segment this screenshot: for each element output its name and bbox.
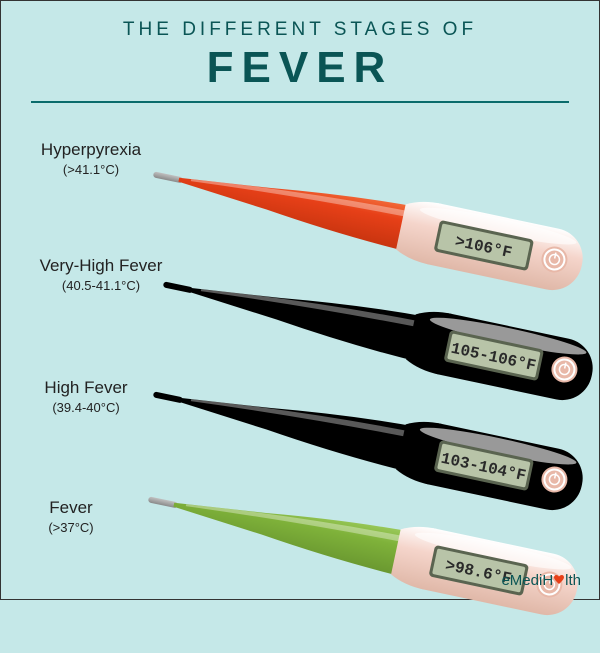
stage-celsius: (40.5-41.1°C)	[21, 278, 181, 293]
stage-row: 105-106°F Very-High Fever(40.5-41.1°C)	[1, 238, 599, 348]
stage-name: High Fever	[21, 378, 151, 398]
stage-celsius: (39.4-40°C)	[21, 400, 151, 415]
stages-container: >106°F Hyperpyrexia(>41.1°C) 105-106°F	[1, 118, 599, 568]
stage-celsius: (>37°C)	[21, 520, 121, 535]
stage-label: Very-High Fever (40.5-41.1°C)	[21, 256, 181, 293]
stage-celsius: (>41.1°C)	[21, 162, 161, 177]
stage-name: Hyperpyrexia	[21, 140, 161, 160]
thermometer-icon: >98.6°F	[134, 445, 600, 653]
brand-text-2: lth	[565, 572, 581, 589]
stage-row: 103-104°F High Fever(39.4-40°C)	[1, 348, 599, 458]
title-main: FEVER	[31, 43, 569, 93]
brand-text-1: eMediH	[501, 572, 553, 589]
stage-label: Fever (>37°C)	[21, 498, 121, 535]
stage-row: >98.6°F Fever(>37°C)	[1, 458, 599, 568]
stage-name: Fever	[21, 498, 121, 518]
brand-logo: eMediH lth	[501, 572, 581, 589]
stage-label: High Fever (39.4-40°C)	[21, 378, 151, 415]
header: THE DIFFERENT STAGES OF FEVER	[31, 1, 569, 103]
stage-label: Hyperpyrexia (>41.1°C)	[21, 140, 161, 177]
stage-name: Very-High Fever	[21, 256, 181, 276]
title-subtitle: THE DIFFERENT STAGES OF	[31, 19, 569, 41]
brand-heart-icon	[553, 572, 565, 589]
stage-row: >106°F Hyperpyrexia(>41.1°C)	[1, 128, 599, 238]
